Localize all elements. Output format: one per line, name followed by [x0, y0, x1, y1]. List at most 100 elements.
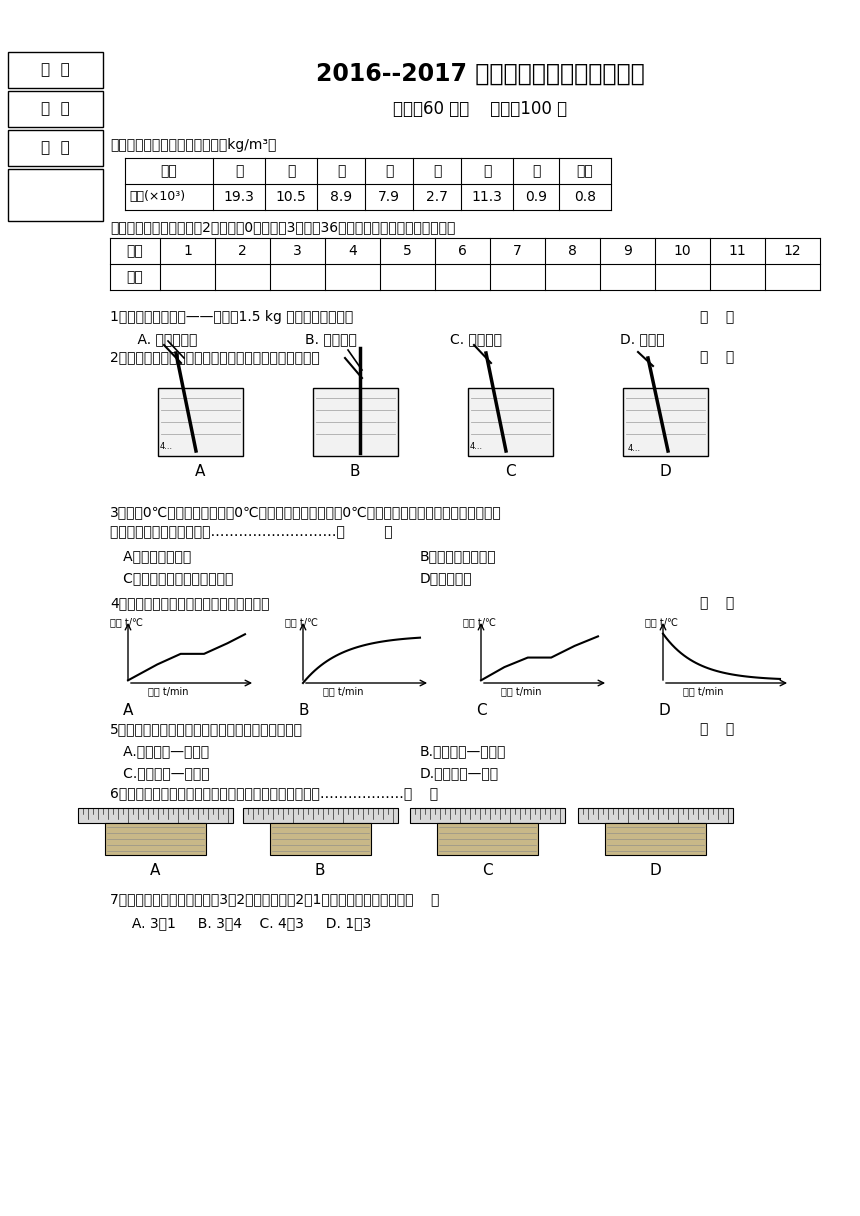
Text: 时间 t/min: 时间 t/min [148, 686, 188, 696]
Text: 7: 7 [513, 244, 522, 258]
Text: B: B [315, 863, 325, 878]
Text: B. 一只母鸡: B. 一只母鸡 [305, 332, 357, 347]
Text: 3: 3 [293, 244, 302, 258]
Text: 19.3: 19.3 [224, 190, 255, 204]
Text: 铜: 铜 [337, 164, 345, 178]
Text: 7.9: 7.9 [378, 190, 400, 204]
Text: 10: 10 [673, 244, 691, 258]
Text: 6: 6 [458, 244, 467, 258]
Text: 4、如图所示，描述晶体熔化过程的曲线是: 4、如图所示，描述晶体熔化过程的曲线是 [110, 596, 269, 610]
Text: 11.3: 11.3 [471, 190, 502, 204]
Text: C.飘渺的雾—熔化；: C.飘渺的雾—熔化； [110, 766, 210, 779]
Bar [8, 91, 103, 126]
Text: D: D [659, 465, 671, 479]
Text: 12: 12 [783, 244, 802, 258]
Text: 2016--2017 八年级物理上学期期中试卷: 2016--2017 八年级物理上学期期中试卷 [316, 62, 644, 86]
Text: 6、如图用厚刻尺测量木块的长度，其中正确的测量图是………………（    ）: 6、如图用厚刻尺测量木块的长度，其中正确的测量图是………………（ ） [110, 786, 438, 800]
Text: 物质: 物质 [161, 164, 177, 178]
Bar [243, 807, 398, 823]
Text: 金: 金 [235, 164, 243, 178]
Text: 姓  名: 姓 名 [41, 101, 70, 117]
Text: 班  级: 班 级 [41, 62, 70, 78]
Text: A. 3：1     B. 3：4    C. 4：3     D. 1：3: A. 3：1 B. 3：4 C. 4：3 D. 1：3 [110, 916, 372, 930]
Text: 1、感受身边的物理——质量为1.5 kg 的物体最可能的是: 1、感受身边的物理——质量为1.5 kg 的物体最可能的是 [110, 310, 353, 323]
Text: 考  号: 考 号 [41, 141, 70, 156]
Text: 铝: 铝 [433, 164, 441, 178]
Text: 8.9: 8.9 [330, 190, 352, 204]
Bar [8, 130, 103, 167]
Text: 时间 t/min: 时间 t/min [501, 686, 542, 696]
Text: 7、有两块金属，质量之比是3：2，体积之比是2：1，则它们的密度之比是（    ）: 7、有两块金属，质量之比是3：2，体积之比是2：1，则它们的密度之比是（ ） [110, 893, 439, 906]
Bar [78, 807, 233, 823]
Bar [410, 807, 565, 823]
Text: （    ）: （ ） [700, 350, 734, 364]
Bar [623, 388, 708, 456]
Text: 10.5: 10.5 [275, 190, 306, 204]
Bar [158, 388, 243, 456]
Bar [605, 823, 706, 855]
Text: D、无法判断: D、无法判断 [420, 572, 473, 585]
Text: 酒精: 酒精 [576, 164, 593, 178]
Text: 时间 t/min: 时间 t/min [323, 686, 364, 696]
Text: 铁: 铁 [384, 164, 393, 178]
Text: A. 一个乒乓球: A. 一个乒乓球 [120, 332, 198, 347]
Text: 温度 t/℃: 温度 t/℃ [110, 617, 143, 627]
Text: A.晶莹的露—液化；: A.晶莹的露—液化； [110, 744, 209, 758]
Text: B.轻柔的雪—升华；: B.轻柔的雪—升华； [420, 744, 507, 758]
Text: 时间：60 分钟    满分：100 分: 时间：60 分钟 满分：100 分 [393, 100, 567, 118]
Text: 温度 t/℃: 温度 t/℃ [645, 617, 678, 627]
Text: D.凝重的霜—凝固: D.凝重的霜—凝固 [420, 766, 499, 779]
Text: 1: 1 [183, 244, 192, 258]
Text: 5、下列美妙的自然现象与对应的物态变化正确的是: 5、下列美妙的自然现象与对应的物态变化正确的是 [110, 722, 303, 736]
Bar [437, 823, 538, 855]
Bar [105, 823, 206, 855]
Text: C: C [476, 703, 487, 717]
Text: （    ）: （ ） [700, 722, 734, 736]
Text: 2: 2 [238, 244, 247, 258]
Text: （    ）: （ ） [700, 596, 734, 610]
Text: A: A [195, 465, 206, 479]
Text: A: A [150, 863, 160, 878]
Text: 温度 t/℃: 温度 t/℃ [285, 617, 318, 627]
Bar [313, 388, 398, 456]
Text: 2.7: 2.7 [426, 190, 448, 204]
Text: 11: 11 [728, 244, 746, 258]
Text: 一、选择（多选题漏选得2分，选错0分，每题3分，计36分，正确答案填入下面表格中）: 一、选择（多选题漏选得2分，选错0分，每题3分，计36分，正确答案填入下面表格中… [110, 220, 456, 233]
Text: 题号: 题号 [126, 244, 144, 258]
Text: 4: 4 [348, 244, 357, 258]
Bar [468, 388, 553, 456]
Bar [8, 52, 103, 88]
Text: C: C [505, 465, 515, 479]
Bar [270, 823, 371, 855]
Text: 略不计）下列说法正确的是………………………（         ）: 略不计）下列说法正确的是………………………（ ） [110, 525, 393, 539]
Text: 2、关于温度计使用时的正确放法，下图中表示正确的是: 2、关于温度计使用时的正确放法，下图中表示正确的是 [110, 350, 320, 364]
Text: C. 一张课桌: C. 一张课桌 [450, 332, 502, 347]
Text: 0.8: 0.8 [574, 190, 596, 204]
Text: 4...: 4... [470, 441, 483, 451]
Bar [8, 169, 103, 221]
Text: 在常温常压下一些物质的密度（kg/m³）: 在常温常压下一些物质的密度（kg/m³） [110, 137, 276, 152]
Text: B、一部分水会凝固: B、一部分水会凝固 [420, 548, 496, 563]
Text: （    ）: （ ） [700, 310, 734, 323]
Text: 答案: 答案 [126, 270, 144, 285]
Text: D: D [649, 863, 660, 878]
Text: 8: 8 [568, 244, 577, 258]
Text: C: C [482, 863, 492, 878]
Text: 4...: 4... [160, 441, 173, 451]
Text: 铅: 铅 [482, 164, 491, 178]
Text: 3、小块0℃的冰，投入一大盆0℃的水中（周围空气也是0℃），过了一段时间。（汽化、升华忽: 3、小块0℃的冰，投入一大盆0℃的水中（周围空气也是0℃），过了一段时间。（汽化… [110, 505, 501, 519]
Text: 0.9: 0.9 [525, 190, 547, 204]
Text: 5: 5 [403, 244, 412, 258]
Text: 9: 9 [623, 244, 632, 258]
Text: 4...: 4... [628, 444, 641, 454]
Text: 密度(×10³): 密度(×10³) [129, 191, 185, 203]
Text: D: D [658, 703, 670, 717]
Text: C、冰和水的多少都不会变化: C、冰和水的多少都不会变化 [110, 572, 233, 585]
Text: A、冰会发生熔化: A、冰会发生熔化 [110, 548, 191, 563]
Text: B: B [350, 465, 360, 479]
Text: 冰: 冰 [531, 164, 540, 178]
Bar [578, 807, 733, 823]
Text: 温度 t/℃: 温度 t/℃ [463, 617, 496, 627]
Text: D. 一头牛: D. 一头牛 [620, 332, 665, 347]
Text: B: B [298, 703, 309, 717]
